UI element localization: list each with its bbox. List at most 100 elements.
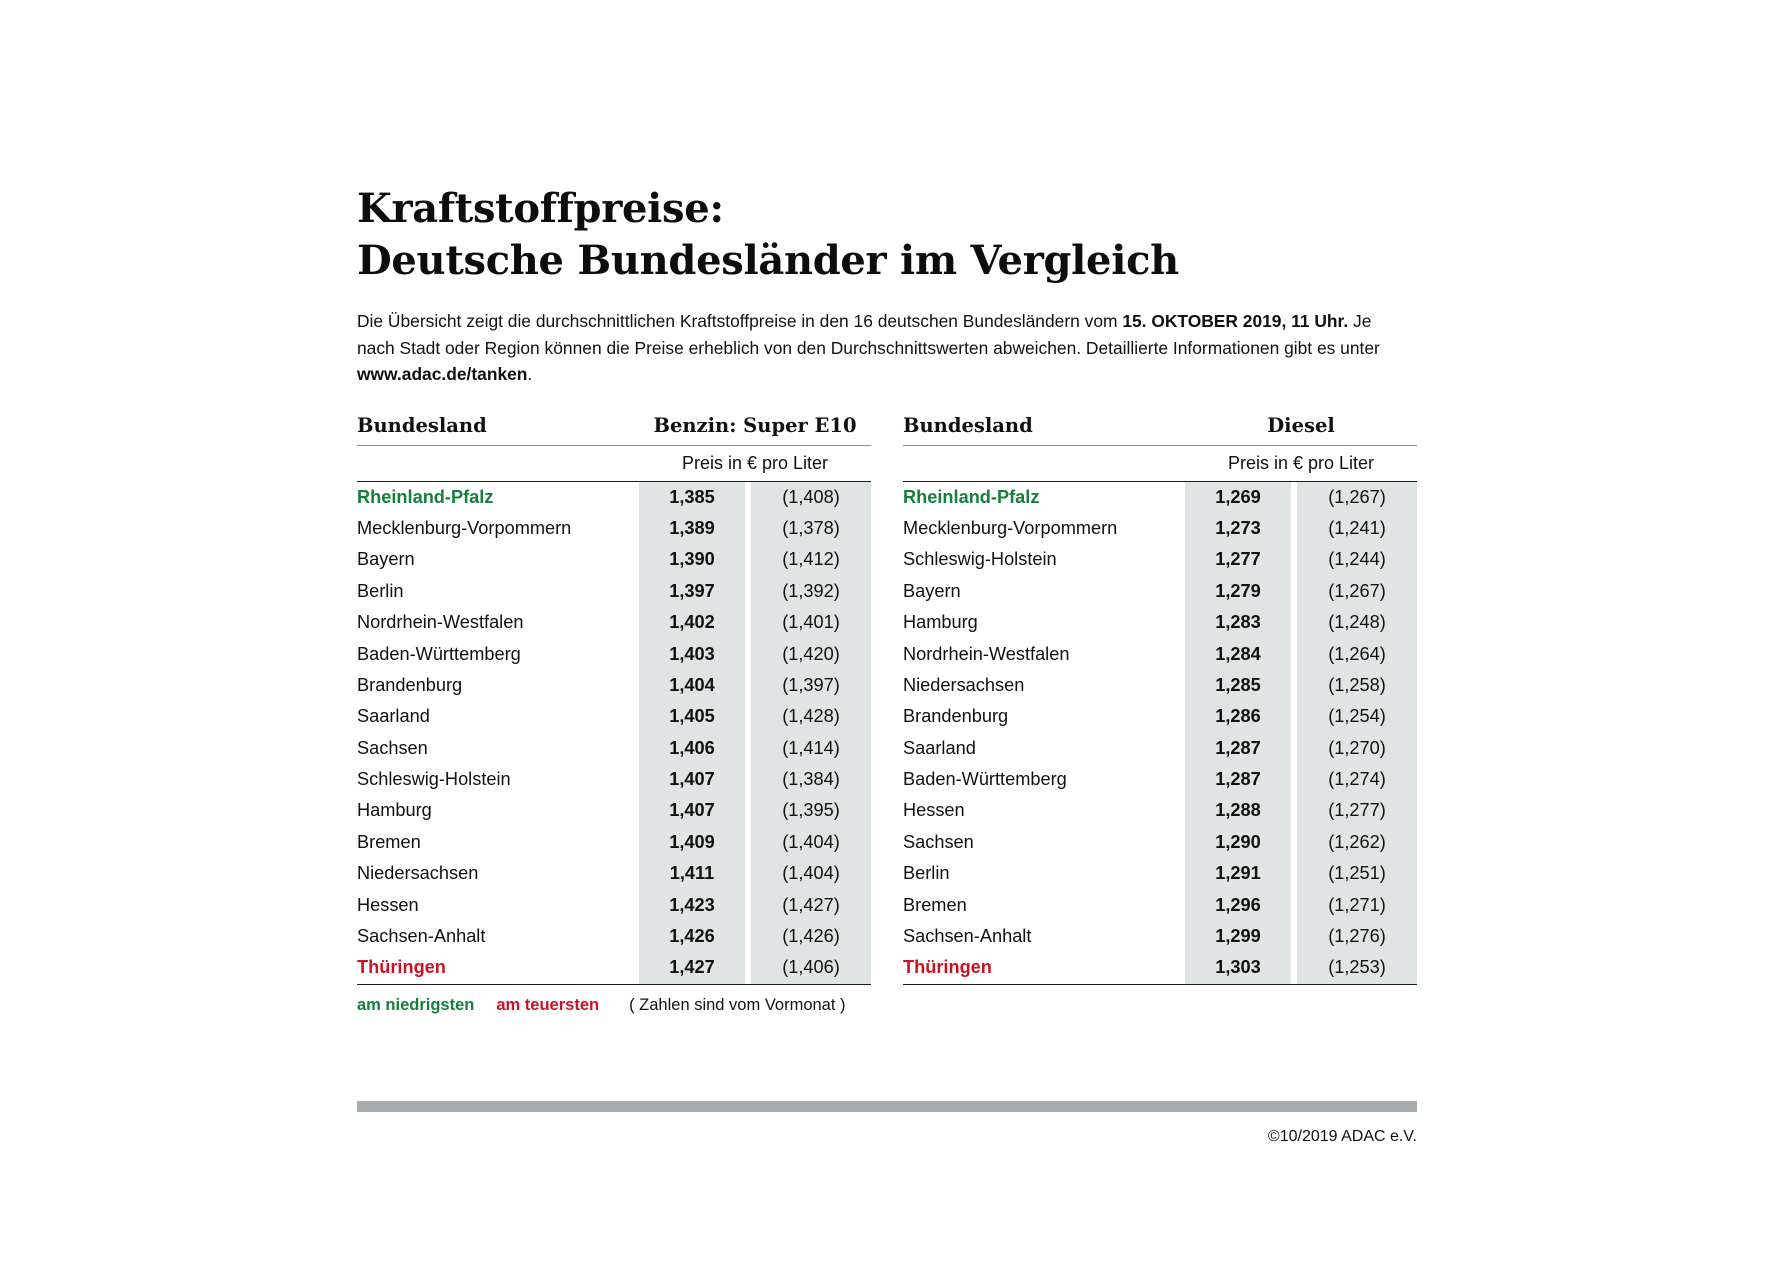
table-row: Bayern 1,279 (1,267) (903, 575, 1418, 607)
cell-spacer (1291, 669, 1297, 702)
cell-current-price: 1,288 (1185, 795, 1291, 827)
cell-previous-price: (1,251) (1297, 858, 1418, 890)
table-row: Berlin 1,397 (1,392) (357, 575, 872, 607)
cell-previous-price: (1,254) (1297, 701, 1418, 733)
cell-previous-price: (1,248) (1297, 607, 1418, 639)
header-unit: Preis in € pro Liter (681, 452, 829, 473)
cell-state-name: Sachsen (357, 737, 428, 758)
cell-previous-price: (1,244) (1297, 544, 1418, 576)
cell-spacer (1291, 575, 1297, 607)
cell-state-name: Brandenburg (357, 674, 463, 695)
cell-state-name: Bremen (903, 894, 967, 915)
cell-previous-price: (1,412) (751, 544, 872, 576)
cell-spacer (1291, 512, 1297, 545)
cell-current-price: 1,279 (1185, 575, 1291, 607)
cell-previous-price: (1,414) (751, 732, 872, 764)
header-bundesland: Bundesland (903, 413, 1033, 437)
cell-spacer (1171, 795, 1185, 826)
table-row: Sachsen-Anhalt 1,426 (1,426) (357, 920, 872, 953)
cell-previous-price: (1,406) (751, 952, 872, 984)
cell-previous-price: (1,271) (1297, 889, 1418, 921)
cell-state-name: Sachsen-Anhalt (357, 925, 486, 946)
cell-spacer (745, 889, 751, 921)
title-line-1: Kraftstoffpreise: (357, 185, 724, 232)
cell-previous-price: (1,270) (1297, 732, 1418, 764)
cell-spacer (625, 638, 639, 669)
table-row: Sachsen-Anhalt 1,299 (1,276) (903, 920, 1418, 953)
cell-current-price: 1,390 (639, 544, 745, 576)
tables-container: Bundesland Benzin: Super E10 Preis in € … (357, 413, 1418, 1015)
cell-spacer (1291, 701, 1297, 733)
cell-spacer (1171, 638, 1185, 669)
intro-paragraph: Die Übersicht zeigt die durchschnittlich… (357, 308, 1397, 388)
cell-spacer (625, 513, 639, 544)
cell-current-price: 1,427 (639, 952, 745, 984)
cell-state-name: Saarland (357, 706, 430, 727)
cell-previous-price: (1,384) (751, 763, 872, 796)
cell-spacer (745, 858, 751, 890)
legend-note: ( Zahlen sind vom Vormonat ) (629, 995, 846, 1014)
table-row: Niedersachsen 1,285 (1,258) (903, 669, 1418, 702)
header-unit: Preis in € pro Liter (1227, 452, 1375, 473)
cell-current-price: 1,423 (639, 889, 745, 921)
intro-date: 15. OKTOBER 2019, 11 Uhr. (1122, 311, 1349, 331)
table-row: Schleswig-Holstein 1,407 (1,384) (357, 763, 872, 796)
cell-spacer (625, 795, 639, 826)
cell-spacer (625, 576, 639, 607)
table-row: Nordrhein-Westfalen 1,284 (1,264) (903, 638, 1418, 670)
cell-state-name: Hessen (357, 894, 419, 915)
legend-highest-label: am teuersten (496, 995, 600, 1014)
table-row: Saarland 1,405 (1,428) (357, 701, 872, 733)
cell-spacer (745, 544, 751, 576)
cell-previous-price: (1,426) (751, 920, 872, 953)
cell-previous-price: (1,401) (751, 607, 872, 639)
cell-state-name: Rheinland-Pfalz (903, 486, 1040, 507)
cell-spacer (625, 481, 639, 513)
cell-spacer (625, 733, 639, 764)
cell-current-price: 1,404 (639, 669, 745, 702)
cell-current-price: 1,287 (1185, 732, 1291, 764)
cell-current-price: 1,409 (639, 826, 745, 858)
intro-text-1: Die Übersicht zeigt die durchschnittlich… (357, 311, 1123, 331)
table-row: Brandenburg 1,286 (1,254) (903, 701, 1418, 733)
cell-spacer (1171, 764, 1185, 795)
cell-previous-price: (1,404) (751, 826, 872, 858)
cell-spacer (625, 827, 639, 858)
cell-spacer (1291, 544, 1297, 576)
cell-state-name: Nordrhein-Westfalen (903, 643, 1070, 664)
cell-spacer (1291, 607, 1297, 639)
intro-url[interactable]: www.adac.de/tanken (357, 364, 528, 384)
table-row: Sachsen 1,290 (1,262) (903, 826, 1418, 858)
cell-spacer (625, 858, 639, 889)
cell-spacer (745, 701, 751, 733)
cell-spacer (1171, 858, 1185, 889)
title-line-2: Deutsche Bundesländer im Vergleich (357, 237, 1179, 284)
cell-state-name: Berlin (357, 580, 404, 601)
cell-previous-price: (1,262) (1297, 826, 1418, 858)
cell-previous-price: (1,378) (751, 512, 872, 545)
cell-previous-price: (1,420) (751, 638, 872, 670)
cell-current-price: 1,303 (1185, 952, 1291, 984)
cell-current-price: 1,286 (1185, 701, 1291, 733)
table-row: Brandenburg 1,404 (1,397) (357, 669, 872, 702)
cell-previous-price: (1,395) (751, 795, 872, 827)
table-row: Hamburg 1,283 (1,248) (903, 607, 1418, 639)
cell-spacer (625, 889, 639, 920)
cell-previous-price: (1,241) (1297, 512, 1418, 545)
table-row: Hessen 1,288 (1,277) (903, 795, 1418, 827)
cell-current-price: 1,403 (639, 638, 745, 670)
cell-previous-price: (1,264) (1297, 638, 1418, 670)
table-row: Hessen 1,423 (1,427) (357, 889, 872, 921)
header-fuel-type: Benzin: Super E10 (653, 413, 857, 437)
cell-state-name: Sachsen-Anhalt (903, 925, 1032, 946)
cell-spacer (745, 952, 751, 984)
cell-spacer (745, 763, 751, 796)
cell-spacer (625, 701, 639, 732)
table-row: Mecklenburg-Vorpommern 1,273 (1,241) (903, 512, 1418, 545)
cell-state-name: Berlin (903, 863, 950, 884)
cell-previous-price: (1,267) (1297, 481, 1418, 513)
cell-spacer (1171, 544, 1185, 575)
cell-spacer (1291, 763, 1297, 796)
header-bundesland: Bundesland (357, 413, 487, 437)
cell-state-name: Baden-Württemberg (357, 643, 521, 664)
